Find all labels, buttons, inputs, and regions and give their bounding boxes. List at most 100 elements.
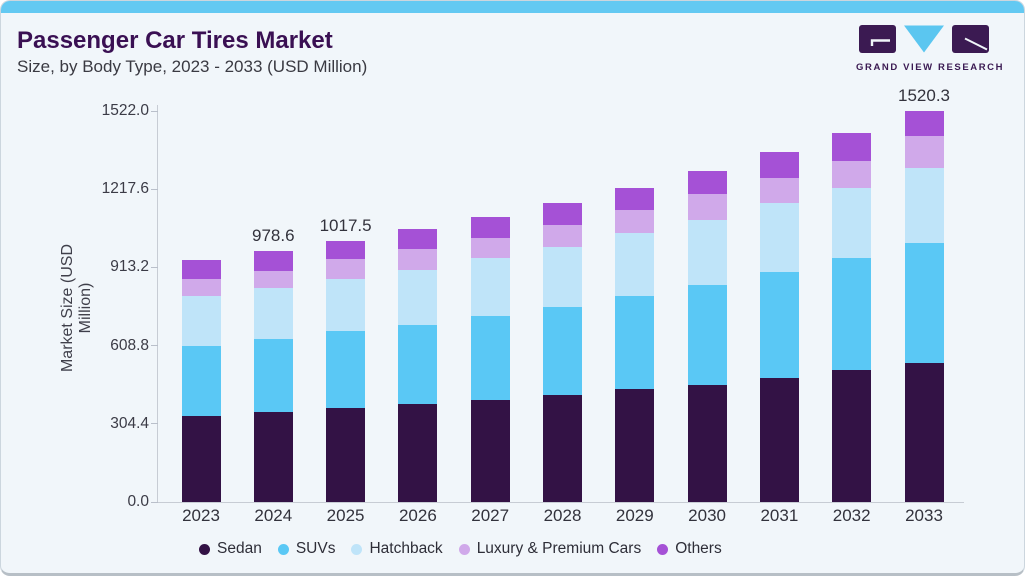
chart-legend: Sedan SUVs Hatchback Luxury & Premium Cars O…	[199, 540, 722, 558]
bar-segment-suvs	[687, 285, 727, 385]
legend-item-hatchback: Hatchback	[351, 540, 443, 558]
bar-value-label-2025: 1017.5	[319, 215, 372, 235]
bar-segment-sedan	[326, 407, 366, 502]
bar-segment-sedan	[543, 395, 582, 502]
bar-segment-hatchback	[253, 288, 293, 340]
y-tick-label: 304.4	[110, 414, 149, 432]
legend-dot-icon	[351, 543, 363, 555]
bar-segment-luxury-premium-cars	[615, 209, 655, 234]
bar-segment-hatchback	[470, 258, 510, 316]
bar-segment-hatchback	[832, 187, 872, 259]
x-axis-label-2029: 2029	[615, 506, 654, 525]
grand-view-research-logo: GRAND VIEW RESEARCH	[856, 25, 1005, 73]
bar-segment-luxury-premium-cars	[470, 238, 510, 259]
chart-header: Passenger Car Tires Market Size, by Body…	[17, 28, 367, 77]
bar-2023	[181, 260, 221, 502]
gvr-brand-text: GRAND VIEW RESEARCH	[856, 62, 1005, 73]
legend-label: Sedan	[217, 540, 262, 557]
legend-label: Hatchback	[369, 540, 443, 557]
bar-2030	[687, 171, 727, 502]
bar-segment-others	[832, 133, 872, 162]
bar-segment-luxury-premium-cars	[398, 248, 438, 270]
legend-dot-icon	[277, 543, 289, 555]
bar-segment-others	[470, 216, 510, 239]
gvr-logo-icon	[859, 25, 989, 53]
bar-segment-others	[759, 152, 799, 178]
bar-segment-luxury-premium-cars	[904, 136, 944, 168]
bar-segment-others	[253, 250, 293, 271]
bar-2032	[832, 133, 872, 502]
x-axis-label-2025: 2025	[326, 506, 365, 525]
bar-segment-sedan	[253, 412, 293, 502]
bar-2028	[543, 203, 582, 502]
bar-segment-others	[398, 229, 438, 249]
legend-dot-icon	[458, 543, 470, 555]
bar-segment-hatchback	[543, 247, 582, 308]
y-tick-label: 0.0	[127, 493, 149, 510]
legend-item-others: Others	[657, 540, 722, 558]
x-axis-label-2026: 2026	[398, 506, 437, 525]
bar-segment-luxury-premium-cars	[543, 224, 582, 248]
bar-segment-hatchback	[687, 219, 727, 286]
bar-segment-others	[687, 171, 727, 195]
bar-2024	[253, 250, 293, 502]
y-tick-mark	[151, 423, 158, 425]
y-tick-mark	[151, 188, 158, 190]
bar-2026	[398, 229, 438, 502]
bar-segment-hatchback	[326, 278, 366, 332]
y-tick-mark	[151, 110, 158, 112]
bar-segment-sedan	[398, 403, 438, 502]
bar-segment-sedan	[687, 384, 727, 502]
bar-segment-suvs	[181, 345, 221, 416]
bar-segment-luxury-premium-cars	[253, 270, 293, 289]
bar-segment-luxury-premium-cars	[759, 177, 799, 204]
bar-segment-others	[326, 240, 366, 259]
bar-2027	[470, 216, 510, 502]
y-tick-label: 913.2	[110, 258, 149, 276]
y-tick-label: 1522.0	[101, 102, 149, 119]
y-tick-label: 1217.6	[101, 180, 149, 198]
y-tick-label: 608.8	[110, 336, 149, 354]
bar-segment-suvs	[326, 331, 366, 408]
bar-segment-others	[543, 203, 582, 225]
bar-segment-sedan	[904, 363, 944, 502]
y-axis-line	[157, 105, 158, 502]
y-tick-mark	[151, 266, 158, 268]
bar-2033	[904, 111, 944, 502]
page-title: Passenger Car Tires Market	[17, 27, 333, 54]
bar-segment-others	[904, 111, 944, 137]
bar-value-label-2033: 1520.3	[898, 86, 950, 106]
x-axis-label-2033: 2033	[905, 506, 943, 525]
x-axis-label-2031: 2031	[760, 506, 799, 525]
bar-segment-hatchback	[759, 203, 799, 272]
bar-segment-sedan	[832, 370, 872, 502]
legend-label: Others	[675, 540, 722, 557]
y-tick-mark	[151, 501, 158, 503]
bar-segment-suvs	[759, 271, 799, 378]
legend-label: SUVs	[295, 540, 336, 557]
x-axis-label-2023: 2023	[182, 506, 220, 525]
bar-segment-hatchback	[398, 269, 438, 325]
bar-segment-hatchback	[615, 233, 655, 297]
bar-segment-sedan	[615, 389, 655, 502]
bar-2029	[615, 187, 655, 502]
bar-segment-suvs	[470, 315, 510, 401]
y-axis-title: Market Size (USD Million)	[59, 243, 94, 373]
bar-segment-luxury-premium-cars	[687, 194, 727, 220]
x-axis-label-2032: 2032	[832, 506, 871, 525]
bar-segment-hatchback	[904, 167, 944, 244]
bar-segment-luxury-premium-cars	[832, 161, 872, 188]
bar-segment-suvs	[398, 324, 438, 404]
top-accent-bar	[1, 1, 1024, 13]
bar-segment-sedan	[759, 377, 799, 502]
bar-2031	[759, 152, 799, 502]
bar-segment-suvs	[615, 296, 655, 390]
legend-dot-icon	[199, 543, 210, 555]
bar-segment-suvs	[253, 339, 293, 413]
bar-segment-others	[615, 187, 655, 210]
y-tick-mark	[151, 345, 158, 347]
legend-item-suvs: SUVs	[277, 540, 336, 558]
bar-value-label-2024: 978.6	[252, 225, 295, 245]
bar-segment-others	[181, 260, 221, 280]
